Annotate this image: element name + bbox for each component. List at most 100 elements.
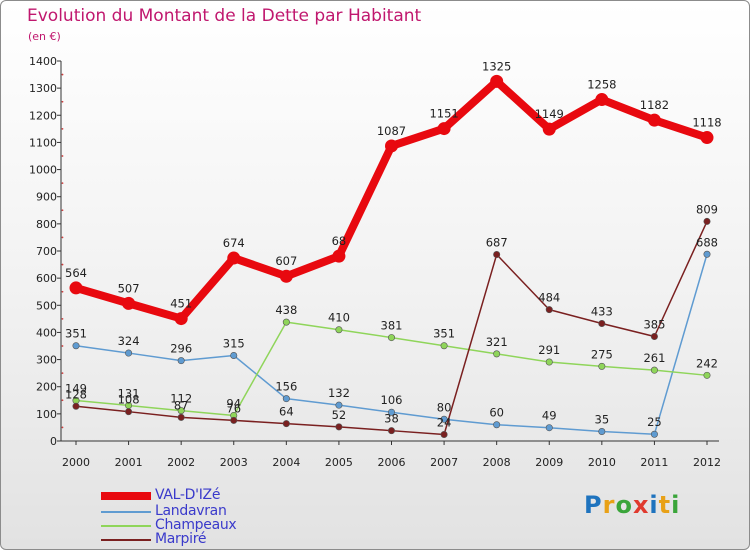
- data-label-val-d-iz-: 507: [118, 281, 140, 295]
- x-tick-label: 2010: [588, 456, 616, 469]
- data-point-champeaux: [282, 318, 290, 326]
- data-label-landavran: 156: [275, 380, 297, 394]
- data-point-marpir-: [545, 306, 553, 314]
- data-point-champeaux: [177, 407, 185, 415]
- y-tick-label: 800: [36, 218, 57, 231]
- data-point-marpir-: [177, 413, 185, 421]
- y-minor-tick: [61, 345, 64, 347]
- x-tick-label: 2011: [640, 456, 668, 469]
- data-point-champeaux: [335, 326, 343, 334]
- x-tick-label: 2008: [483, 456, 511, 469]
- y-minor-tick: [61, 317, 64, 320]
- logo-letter: i: [649, 491, 659, 519]
- y-minor-tick: [61, 155, 64, 157]
- data-point-marpir-: [493, 251, 501, 259]
- legend-swatch-landavran: [101, 511, 151, 513]
- x-tick-label: 2012: [693, 456, 721, 469]
- data-label-landavran: 351: [65, 327, 87, 341]
- data-label-marpir-: 52: [332, 408, 347, 422]
- data-label-marpir-: 108: [118, 393, 140, 407]
- logo-letter: r: [602, 491, 616, 519]
- data-label-val-d-iz-: 1258: [587, 78, 616, 92]
- x-tick-label: 2004: [272, 456, 300, 469]
- legend-label-landavran: Landavran: [155, 503, 227, 519]
- chart-title: Evolution du Montant de la Dette par Hab…: [27, 6, 422, 26]
- legend-swatch-marpire: [101, 539, 151, 541]
- y-tick-label: 600: [36, 272, 57, 285]
- data-point-champeaux: [650, 366, 658, 374]
- data-label-marpir-: 433: [591, 304, 613, 318]
- data-point-landavran: [703, 250, 711, 258]
- data-label-champeaux: 275: [591, 347, 613, 361]
- logo-letter: x: [632, 491, 650, 519]
- legend-label-val-d-ize: VAL-D'IZé: [155, 487, 221, 503]
- data-label-champeaux: 261: [643, 351, 665, 365]
- data-point-val-d-iz-: [227, 251, 241, 265]
- y-minor-tick: [61, 290, 64, 293]
- data-label-val-d-iz-: 607: [275, 254, 297, 268]
- data-point-landavran: [282, 395, 290, 403]
- data-point-landavran: [72, 342, 80, 350]
- data-point-landavran: [545, 424, 553, 432]
- data-point-champeaux: [493, 350, 501, 358]
- data-label-marpir-: 76: [226, 401, 241, 415]
- data-label-val-d-iz-: 674: [223, 236, 245, 250]
- y-tick-label: 1300: [29, 82, 57, 95]
- legend-swatch-champeaux: [101, 525, 151, 527]
- legend-swatch-val-d-ize: [101, 492, 151, 500]
- data-point-landavran: [230, 351, 238, 359]
- y-tick-label: 900: [36, 191, 57, 204]
- data-point-marpir-: [598, 319, 606, 327]
- data-point-landavran: [440, 415, 448, 423]
- data-point-val-d-iz-: [69, 281, 83, 295]
- data-point-val-d-iz-: [385, 139, 398, 153]
- y-minor-tick: [61, 372, 64, 375]
- y-minor-tick: [61, 209, 64, 212]
- data-label-champeaux: 438: [275, 303, 297, 317]
- data-label-champeaux: 131: [118, 386, 140, 400]
- data-label-val-d-iz-: 564: [65, 266, 87, 280]
- y-minor-tick: [61, 100, 64, 103]
- unit-label: (en €): [28, 30, 61, 43]
- x-tick-label: 2002: [167, 456, 195, 469]
- legend-label-champeaux: Champeaux: [155, 517, 237, 533]
- data-point-val-d-iz-: [542, 122, 556, 136]
- y-tick-label: 1200: [29, 109, 57, 122]
- data-label-val-d-iz-: 68: [332, 234, 347, 248]
- x-tick-label: 2006: [378, 456, 406, 469]
- data-label-champeaux: 94: [226, 396, 241, 410]
- y-minor-tick: [61, 426, 64, 429]
- data-point-marpir-: [650, 332, 658, 340]
- data-label-marpir-: 87: [174, 398, 189, 412]
- data-label-val-d-iz-: 1182: [640, 98, 669, 112]
- y-tick-label: 1100: [29, 136, 57, 149]
- data-label-val-d-iz-: 1151: [429, 107, 458, 121]
- data-label-val-d-iz-: 1149: [535, 107, 564, 121]
- data-point-marpir-: [440, 430, 448, 438]
- data-label-landavran: 25: [647, 415, 662, 429]
- data-point-val-d-iz-: [647, 113, 661, 127]
- y-minor-tick: [61, 399, 64, 402]
- data-point-champeaux: [703, 371, 711, 379]
- data-point-marpir-: [230, 416, 238, 424]
- x-tick-label: 2001: [115, 456, 143, 469]
- data-label-marpir-: 385: [643, 318, 665, 332]
- data-point-champeaux: [598, 362, 606, 370]
- series-line-val-d-iz-: [72, 77, 711, 323]
- data-label-marpir-: 484: [538, 291, 560, 305]
- data-label-landavran: 324: [118, 334, 140, 348]
- data-point-val-d-iz-: [437, 122, 451, 136]
- data-label-val-d-iz-: 1325: [482, 59, 511, 73]
- data-point-val-d-iz-: [279, 269, 293, 283]
- data-label-val-d-iz-: 1087: [377, 124, 406, 138]
- data-label-champeaux: 112: [170, 392, 192, 406]
- data-label-marpir-: 687: [486, 236, 508, 250]
- y-tick-label: 400: [36, 326, 57, 339]
- data-label-landavran: 315: [223, 337, 245, 351]
- data-label-marpir-: 64: [279, 405, 294, 419]
- data-point-val-d-iz-: [332, 249, 346, 263]
- data-label-landavran: 688: [696, 235, 718, 249]
- y-minor-tick: [61, 263, 64, 266]
- data-label-champeaux: 321: [486, 335, 508, 349]
